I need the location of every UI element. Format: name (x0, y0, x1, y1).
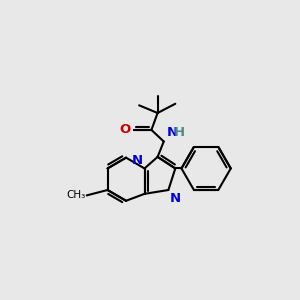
Text: O: O (119, 123, 131, 136)
Text: N: N (167, 126, 178, 139)
Text: H: H (174, 126, 185, 139)
Text: N: N (170, 192, 181, 205)
Text: N: N (132, 154, 143, 167)
Text: CH₃: CH₃ (66, 190, 85, 200)
